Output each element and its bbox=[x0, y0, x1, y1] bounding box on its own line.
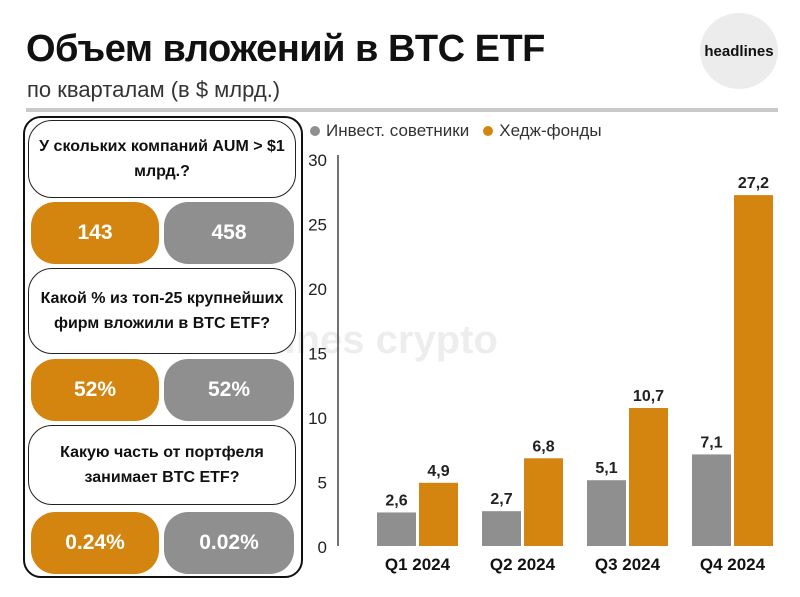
legend-item-hedge-funds: Хедж-фонды bbox=[483, 121, 602, 141]
bar-hedge-funds-3 bbox=[629, 407, 668, 546]
bar-hedge-funds-2 bbox=[524, 458, 563, 546]
x-tick-label-1: Q1 2024 bbox=[385, 555, 451, 574]
chart-title: Объем вложений в BTC ETF bbox=[26, 28, 545, 70]
x-tick-label-3: Q3 2024 bbox=[595, 555, 661, 574]
bar-advisors-1 bbox=[377, 512, 416, 546]
x-tick-label-4: Q4 2024 bbox=[700, 555, 766, 574]
legend-swatch-advisors bbox=[310, 126, 320, 136]
answer-portfolio-orange: 0.24% bbox=[31, 512, 159, 574]
y-tick-label-30: 30 bbox=[308, 151, 327, 170]
data-label-hedge-funds-2: 6,8 bbox=[532, 438, 554, 455]
bar-hedge-funds-1 bbox=[419, 482, 458, 546]
answer-aum-orange: 143 bbox=[31, 202, 159, 264]
question-aum: У скольких компаний AUM > $1 млрд.? bbox=[28, 120, 296, 198]
data-label-hedge-funds-4: 27,2 bbox=[738, 175, 769, 192]
question-top25: Какой % из топ-25 крупнейших фирм вложил… bbox=[28, 268, 296, 354]
answer-top25-orange: 52% bbox=[31, 359, 159, 421]
y-tick-label-15: 15 bbox=[308, 345, 327, 364]
legend-swatch-hedge-funds bbox=[483, 126, 494, 136]
bar-advisors-3 bbox=[587, 480, 626, 546]
y-tick-label-5: 5 bbox=[318, 474, 327, 493]
y-tick-label-10: 10 bbox=[308, 409, 327, 428]
data-label-hedge-funds-1: 4,9 bbox=[427, 463, 449, 480]
data-label-advisors-1: 2,6 bbox=[385, 492, 407, 509]
answer-top25-gray: 52% bbox=[164, 359, 294, 421]
header-divider bbox=[26, 108, 778, 112]
bar-advisors-4 bbox=[692, 454, 731, 546]
data-label-advisors-2: 2,7 bbox=[490, 491, 512, 508]
y-tick-label-20: 20 bbox=[308, 280, 327, 299]
headlines-logo: headlines bbox=[700, 13, 778, 89]
legend-item-advisors: Инвест. советники bbox=[310, 121, 469, 141]
data-label-advisors-3: 5,1 bbox=[595, 460, 617, 477]
y-tick-label-0: 0 bbox=[318, 538, 327, 557]
question-portfolio: Какую часть от портфеля занимает BTC ETF… bbox=[28, 425, 296, 505]
chart-subtitle: по кварталам (в $ млрд.) bbox=[27, 77, 281, 102]
y-tick-label-25: 25 bbox=[308, 216, 327, 235]
answer-portfolio-gray: 0.02% bbox=[164, 512, 294, 574]
bar-advisors-2 bbox=[482, 511, 521, 546]
legend-label-hedge-funds: Хедж-фонды bbox=[499, 121, 602, 140]
chart-legend: Инвест. советники Хедж-фонды bbox=[310, 121, 616, 141]
stats-panel bbox=[23, 116, 303, 578]
answer-aum-gray: 458 bbox=[164, 202, 294, 264]
data-label-hedge-funds-3: 10,7 bbox=[633, 388, 664, 405]
data-label-advisors-4: 7,1 bbox=[700, 434, 722, 451]
bar-chart: 0 5 10 15 20 25 30 2,6 4,9 Q1 2024 2,7 6,8 Q2 2024 5,… bbox=[308, 151, 773, 574]
legend-label-advisors: Инвест. советники bbox=[326, 121, 470, 140]
x-tick-label-2: Q2 2024 bbox=[490, 555, 556, 574]
bar-hedge-funds-4 bbox=[734, 195, 773, 546]
